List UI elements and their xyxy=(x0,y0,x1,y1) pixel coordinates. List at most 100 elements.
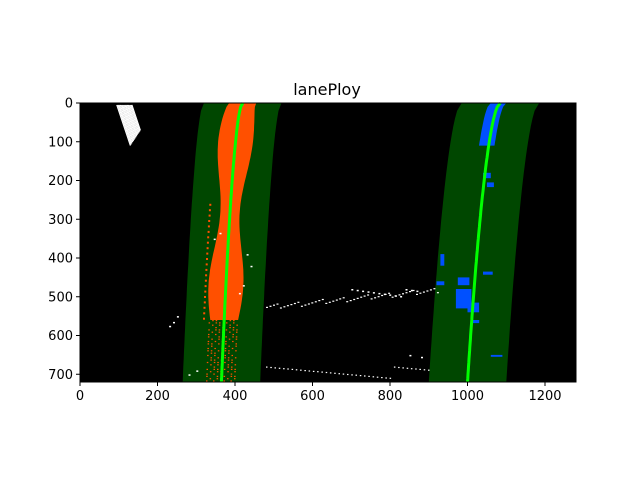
noise-pixel xyxy=(400,296,403,298)
noise-pixel xyxy=(385,377,387,379)
left-lane-pixel xyxy=(235,345,237,347)
left-lane-pixel xyxy=(236,324,238,326)
left-lane-pixel xyxy=(224,347,227,350)
noise-streak xyxy=(120,104,135,142)
noise-pixel xyxy=(351,289,354,291)
left-lane-pixel xyxy=(236,329,238,331)
left-lane-pixel xyxy=(208,214,211,217)
left-lane-pixel xyxy=(218,336,220,338)
noise-pixel xyxy=(242,285,245,287)
left-lane-pixel xyxy=(205,263,208,266)
noise-pixel xyxy=(391,296,394,298)
left-lane-pixel xyxy=(229,320,232,322)
noise-pixel xyxy=(394,295,397,297)
noise-pixel xyxy=(368,375,370,377)
noise-streak xyxy=(129,104,140,133)
left-lane-pixel xyxy=(203,301,206,304)
right-lane-window xyxy=(428,103,540,382)
noise-streak xyxy=(119,104,134,143)
right-lane-pixel xyxy=(436,281,445,286)
left-lane-pixel xyxy=(207,225,210,228)
left-lane-pixel xyxy=(230,373,233,375)
noise-pixel xyxy=(367,294,370,296)
left-lane-pixel xyxy=(235,336,238,338)
noise-pixel xyxy=(219,232,222,235)
noise-streak xyxy=(124,104,137,138)
noise-pixel xyxy=(409,291,411,293)
left-lane-pixel xyxy=(227,364,230,366)
noise-pixel xyxy=(321,371,323,373)
x-tick-label: 1000 xyxy=(451,389,484,404)
left-lane-pixel xyxy=(219,322,221,324)
y-tick-label: 600 xyxy=(48,329,73,344)
left-lane-pixel xyxy=(207,236,210,239)
left-lane-pixel xyxy=(205,268,208,271)
noise-pixel xyxy=(356,289,359,292)
noise-pixel xyxy=(246,254,249,256)
image-axes xyxy=(79,102,577,383)
noise-streak xyxy=(126,104,138,136)
noise-pixel xyxy=(279,307,282,309)
left-lane-pixel xyxy=(204,290,207,293)
noise-pixel xyxy=(304,304,307,306)
right-lane-pixel xyxy=(457,277,470,286)
left-lane-pixel xyxy=(211,343,213,345)
left-lane-pixel xyxy=(217,357,219,359)
x-tick-label: 200 xyxy=(145,389,170,404)
y-tick-label: 500 xyxy=(48,290,73,305)
left-lane-pixel xyxy=(215,320,218,322)
noise-pixel xyxy=(325,302,328,304)
noise-pixels xyxy=(116,104,439,379)
noise-streak xyxy=(130,104,141,132)
x-tick-label: 400 xyxy=(223,389,248,404)
left-lane-pixel xyxy=(225,336,227,338)
left-lane-pixel xyxy=(208,220,211,222)
left-lane-pixel xyxy=(235,343,237,345)
noise-pixel xyxy=(334,372,336,374)
noise-pixel xyxy=(351,374,353,376)
noise-pixel xyxy=(363,295,366,297)
right-lane-fit-line xyxy=(466,102,502,383)
noise-pixel xyxy=(364,375,366,377)
noise-pixel xyxy=(362,290,365,293)
noise-pixel xyxy=(297,301,300,303)
left-lane-pixel xyxy=(234,378,236,380)
noise-pixel xyxy=(359,375,362,377)
left-lane-pixel xyxy=(227,359,230,361)
left-lane-pixel xyxy=(207,350,209,352)
noise-pixel xyxy=(428,369,430,371)
left-lane-pixel xyxy=(234,371,236,373)
left-lane-pixel xyxy=(234,375,236,377)
noise-pixel xyxy=(388,292,391,294)
left-lane-pixel xyxy=(232,329,235,331)
left-lane-pixel xyxy=(232,333,234,336)
noise-pixel xyxy=(188,374,191,376)
noise-pixel xyxy=(405,292,408,294)
left-lane-pixel xyxy=(234,364,237,366)
left-lane-fit-line xyxy=(219,102,245,383)
noise-pixel xyxy=(325,371,328,374)
noise-pixel xyxy=(173,321,175,324)
x-axis-ticks: 0 200 400 600 800 1000 1200 xyxy=(76,382,562,404)
left-lane-pixel xyxy=(210,357,212,359)
left-lane-pixel xyxy=(207,336,210,338)
noise-pixel xyxy=(353,298,356,301)
left-lane-pixel-band xyxy=(208,103,257,320)
left-lane-pixel xyxy=(206,258,208,260)
noise-streak xyxy=(117,104,132,145)
left-lane-pixel xyxy=(209,378,212,380)
noise-pixel xyxy=(372,376,375,378)
noise-pixel xyxy=(283,306,286,308)
noise-pixel xyxy=(410,289,413,292)
left-lane-pixel xyxy=(234,368,236,370)
left-lane-pixel xyxy=(204,285,207,288)
noise-pixel xyxy=(410,368,413,370)
noise-pixel xyxy=(169,325,172,328)
noise-pixel xyxy=(347,373,349,376)
noise-streak xyxy=(122,104,135,140)
noise-pixel xyxy=(308,370,311,372)
left-lane-pixel xyxy=(232,327,235,329)
left-lane-pixel xyxy=(218,324,221,326)
left-lane-pixel xyxy=(213,361,216,364)
noise-pixel xyxy=(383,293,386,296)
